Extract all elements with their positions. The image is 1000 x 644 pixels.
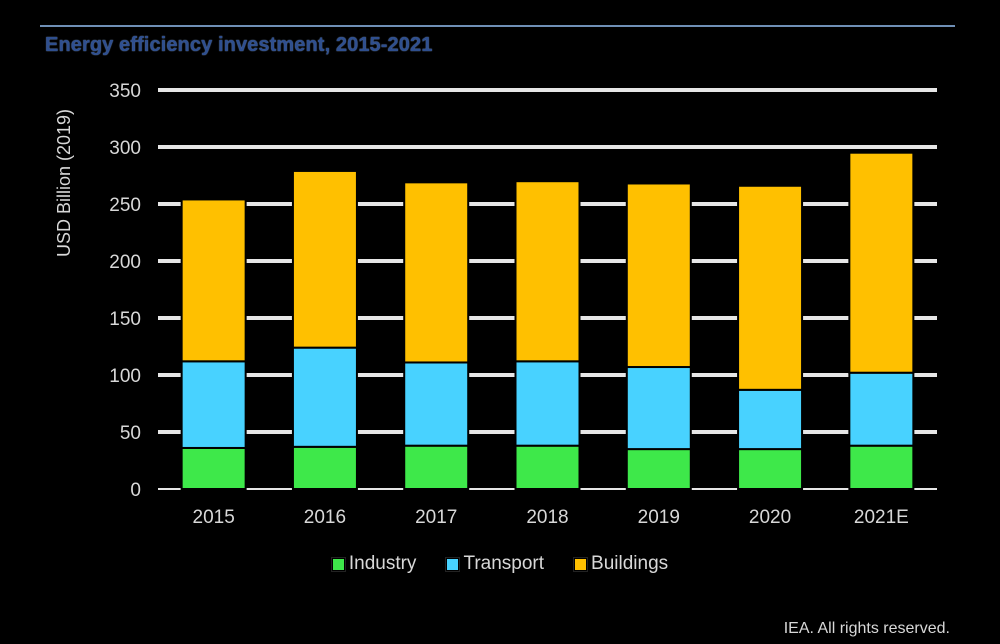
legend-item-industry: Industry: [330, 553, 417, 575]
bar-industry-2019: [625, 448, 692, 491]
bar-buildings-2018: [514, 180, 581, 363]
y-tick-label: 50: [120, 423, 141, 444]
bar-buildings-2020: [737, 184, 804, 391]
bar-buildings-2019: [625, 182, 692, 369]
y-tick-label: 250: [109, 195, 141, 216]
bar-transport-2018: [514, 360, 581, 447]
y-tick-label: 100: [109, 366, 141, 387]
bar-buildings-2017: [403, 181, 470, 364]
x-tick-label: 2017: [415, 507, 457, 528]
bar-industry-2018: [514, 444, 581, 490]
y-tick-label: 350: [109, 81, 141, 102]
chart-title: Energy efficiency investment, 2015-2021: [45, 34, 433, 56]
y-tick-label: 150: [109, 309, 141, 330]
x-tick-label: 2019: [638, 507, 680, 528]
legend-label-transport: Transport: [463, 553, 545, 574]
legend-swatch-industry: [330, 556, 346, 572]
y-tick-label: 200: [109, 252, 141, 273]
bar-buildings-2016: [291, 169, 358, 349]
y-tick-label: 0: [130, 480, 141, 501]
y-tick-label: 300: [109, 138, 141, 159]
bar-transport-2015: [180, 360, 247, 449]
bar-transport-2016: [291, 346, 358, 448]
bar-industry-2020: [737, 448, 804, 491]
x-tick-label: 2021E: [854, 507, 909, 528]
bar-buildings-2015: [180, 198, 247, 363]
bar-industry-2017: [403, 444, 470, 490]
x-tick-label: 2015: [193, 507, 235, 528]
credit-text: IEA. All rights reserved.: [783, 620, 950, 637]
top-rule: [40, 25, 955, 27]
bar-transport-2019: [625, 366, 692, 451]
y-axis-label: USD Billion (2019): [54, 109, 74, 257]
bar-industry-2016: [291, 445, 358, 491]
x-tick-label: 2018: [526, 507, 568, 528]
bar-transport-2020: [737, 388, 804, 451]
legend: Industry Transport Buildings: [0, 553, 1000, 575]
bar-transport-2017: [403, 361, 470, 447]
legend-swatch-buildings: [573, 556, 589, 572]
x-tick-label: 2016: [304, 507, 346, 528]
bar-industry-2015: [180, 446, 247, 490]
bar-buildings-2021e: [848, 151, 915, 374]
bar-transport-2021e: [848, 371, 915, 447]
bar-industry-2021e: [848, 444, 915, 490]
legend-item-buildings: Buildings: [573, 553, 669, 575]
legend-label-industry: Industry: [348, 553, 417, 574]
legend-swatch-transport: [445, 556, 461, 572]
legend-label-buildings: Buildings: [591, 553, 669, 574]
legend-item-transport: Transport: [445, 553, 545, 575]
x-tick-label: 2020: [749, 507, 791, 528]
